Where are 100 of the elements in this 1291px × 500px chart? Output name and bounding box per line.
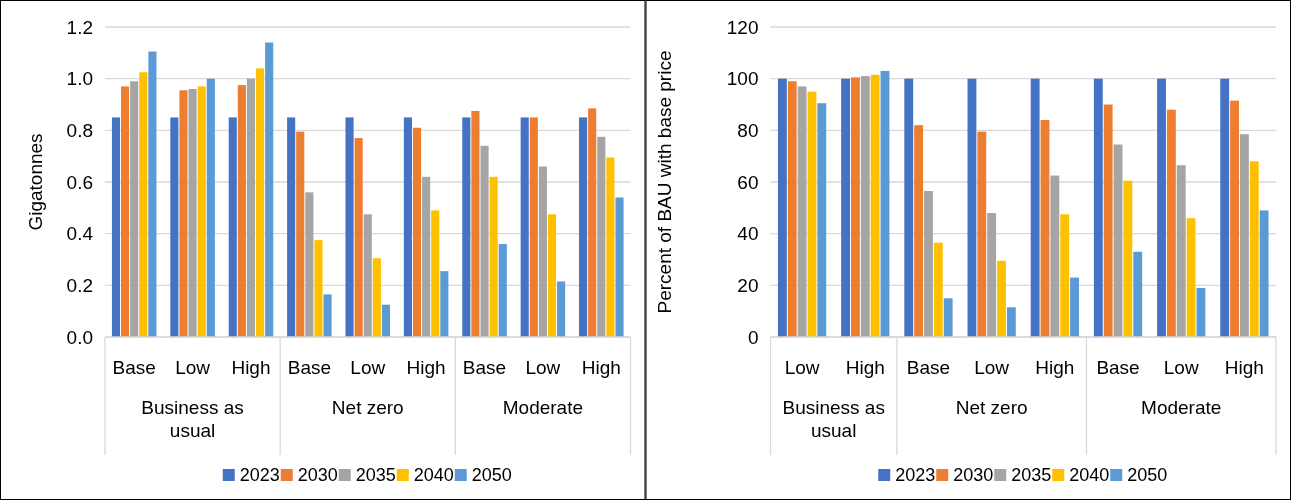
- y-tick-label: 20: [737, 274, 759, 296]
- legend-label: 2023: [895, 465, 936, 486]
- bar: [197, 86, 206, 337]
- bar: [880, 70, 890, 337]
- text: Moderate: [502, 396, 584, 418]
- bar: [206, 78, 215, 337]
- bar: [345, 117, 354, 337]
- text: Business as usual: [141, 396, 244, 442]
- y-tick-label: 40: [737, 223, 759, 245]
- y-tick-label: 0.0: [66, 326, 93, 348]
- bar: [489, 176, 498, 337]
- legend-label: 2040: [1069, 465, 1110, 486]
- bar: [246, 78, 256, 337]
- x-tick-label: Base: [1096, 356, 1140, 378]
- bar: [121, 86, 130, 337]
- bar: [403, 117, 412, 337]
- bar: [170, 117, 179, 337]
- bar: [188, 89, 197, 337]
- bar: [462, 117, 471, 337]
- bar: [363, 214, 372, 337]
- bar: [529, 117, 538, 337]
- bar: [265, 42, 274, 337]
- legend-label: 2030: [953, 465, 994, 486]
- legend-label: 2023: [239, 465, 280, 486]
- bar: [1070, 277, 1079, 337]
- y-tick-label: 60: [737, 171, 759, 193]
- bar: [148, 51, 157, 337]
- x-tick-label: Low: [525, 356, 561, 378]
- bar: [314, 240, 323, 337]
- y-tick-label: 120: [726, 16, 759, 38]
- bar: [139, 72, 148, 337]
- bar: [615, 197, 624, 337]
- bar: [1249, 161, 1259, 337]
- x-tick-label: Base: [462, 356, 507, 378]
- bar: [967, 78, 977, 337]
- x-tick-label: Low: [974, 356, 1010, 378]
- legend-label: 2040: [413, 465, 454, 486]
- bar: [579, 117, 588, 337]
- y-tick-label: 1.0: [66, 68, 93, 90]
- bar: [870, 74, 880, 337]
- legend-label: 2050: [471, 465, 512, 486]
- bar: [1040, 120, 1050, 337]
- y-axis-title: Gigatonnes: [25, 133, 46, 231]
- bar: [256, 68, 265, 337]
- bar: [841, 78, 850, 337]
- bar: [807, 91, 817, 337]
- bar: [860, 76, 870, 337]
- bar: [1186, 218, 1196, 337]
- bar: [1220, 78, 1230, 337]
- bar: [987, 213, 997, 337]
- y-tick-label: 1.2: [66, 16, 93, 38]
- bar: [1050, 175, 1060, 337]
- x-tick-label: High: [406, 356, 446, 378]
- y-tick-label: 0.4: [66, 223, 94, 245]
- bar: [1093, 78, 1103, 337]
- legend-label: 2050: [1127, 465, 1168, 486]
- text: Net zero: [955, 396, 1028, 418]
- x-tick-label: Base: [287, 356, 332, 378]
- bar: [372, 258, 381, 337]
- bar: [1006, 307, 1016, 337]
- bar: [538, 166, 547, 337]
- legend-label: 2035: [1011, 465, 1052, 486]
- bar: [1166, 109, 1176, 337]
- bar: [179, 90, 188, 337]
- y-tick-label: 80: [737, 119, 759, 141]
- legend-label: 2035: [355, 465, 396, 486]
- x-tick-label: Low: [350, 356, 386, 378]
- bar: [431, 210, 440, 337]
- y-tick-label: 100: [726, 68, 759, 90]
- x-tick-label: High: [1224, 356, 1264, 378]
- x-tick-label: High: [231, 356, 271, 378]
- bar: [557, 281, 566, 337]
- bar: [588, 108, 597, 337]
- bar: [606, 157, 615, 337]
- bar: [1133, 251, 1143, 337]
- bar: [471, 110, 480, 337]
- text: Business as usual: [782, 396, 885, 442]
- bar: [130, 81, 139, 337]
- bar: [997, 260, 1006, 337]
- bar: [412, 127, 422, 337]
- bar: [1103, 104, 1113, 337]
- bar: [228, 117, 237, 337]
- bar: [323, 294, 332, 337]
- bar: [520, 117, 529, 337]
- bar: [1060, 214, 1070, 337]
- bar: [797, 86, 807, 337]
- x-tick-label: Low: [784, 356, 820, 378]
- bar: [914, 125, 924, 337]
- bar: [933, 242, 943, 337]
- x-tick-label: Base: [112, 356, 156, 378]
- legend-label: 2030: [297, 465, 338, 486]
- bar: [1239, 134, 1249, 337]
- y-tick-label: 0.2: [66, 274, 93, 296]
- bar: [904, 78, 914, 337]
- bar: [777, 78, 787, 337]
- bar: [1123, 180, 1133, 337]
- x-tick-label: High: [1035, 356, 1075, 378]
- bar: [817, 103, 827, 337]
- bar: [296, 131, 305, 337]
- text: Net zero: [331, 396, 404, 418]
